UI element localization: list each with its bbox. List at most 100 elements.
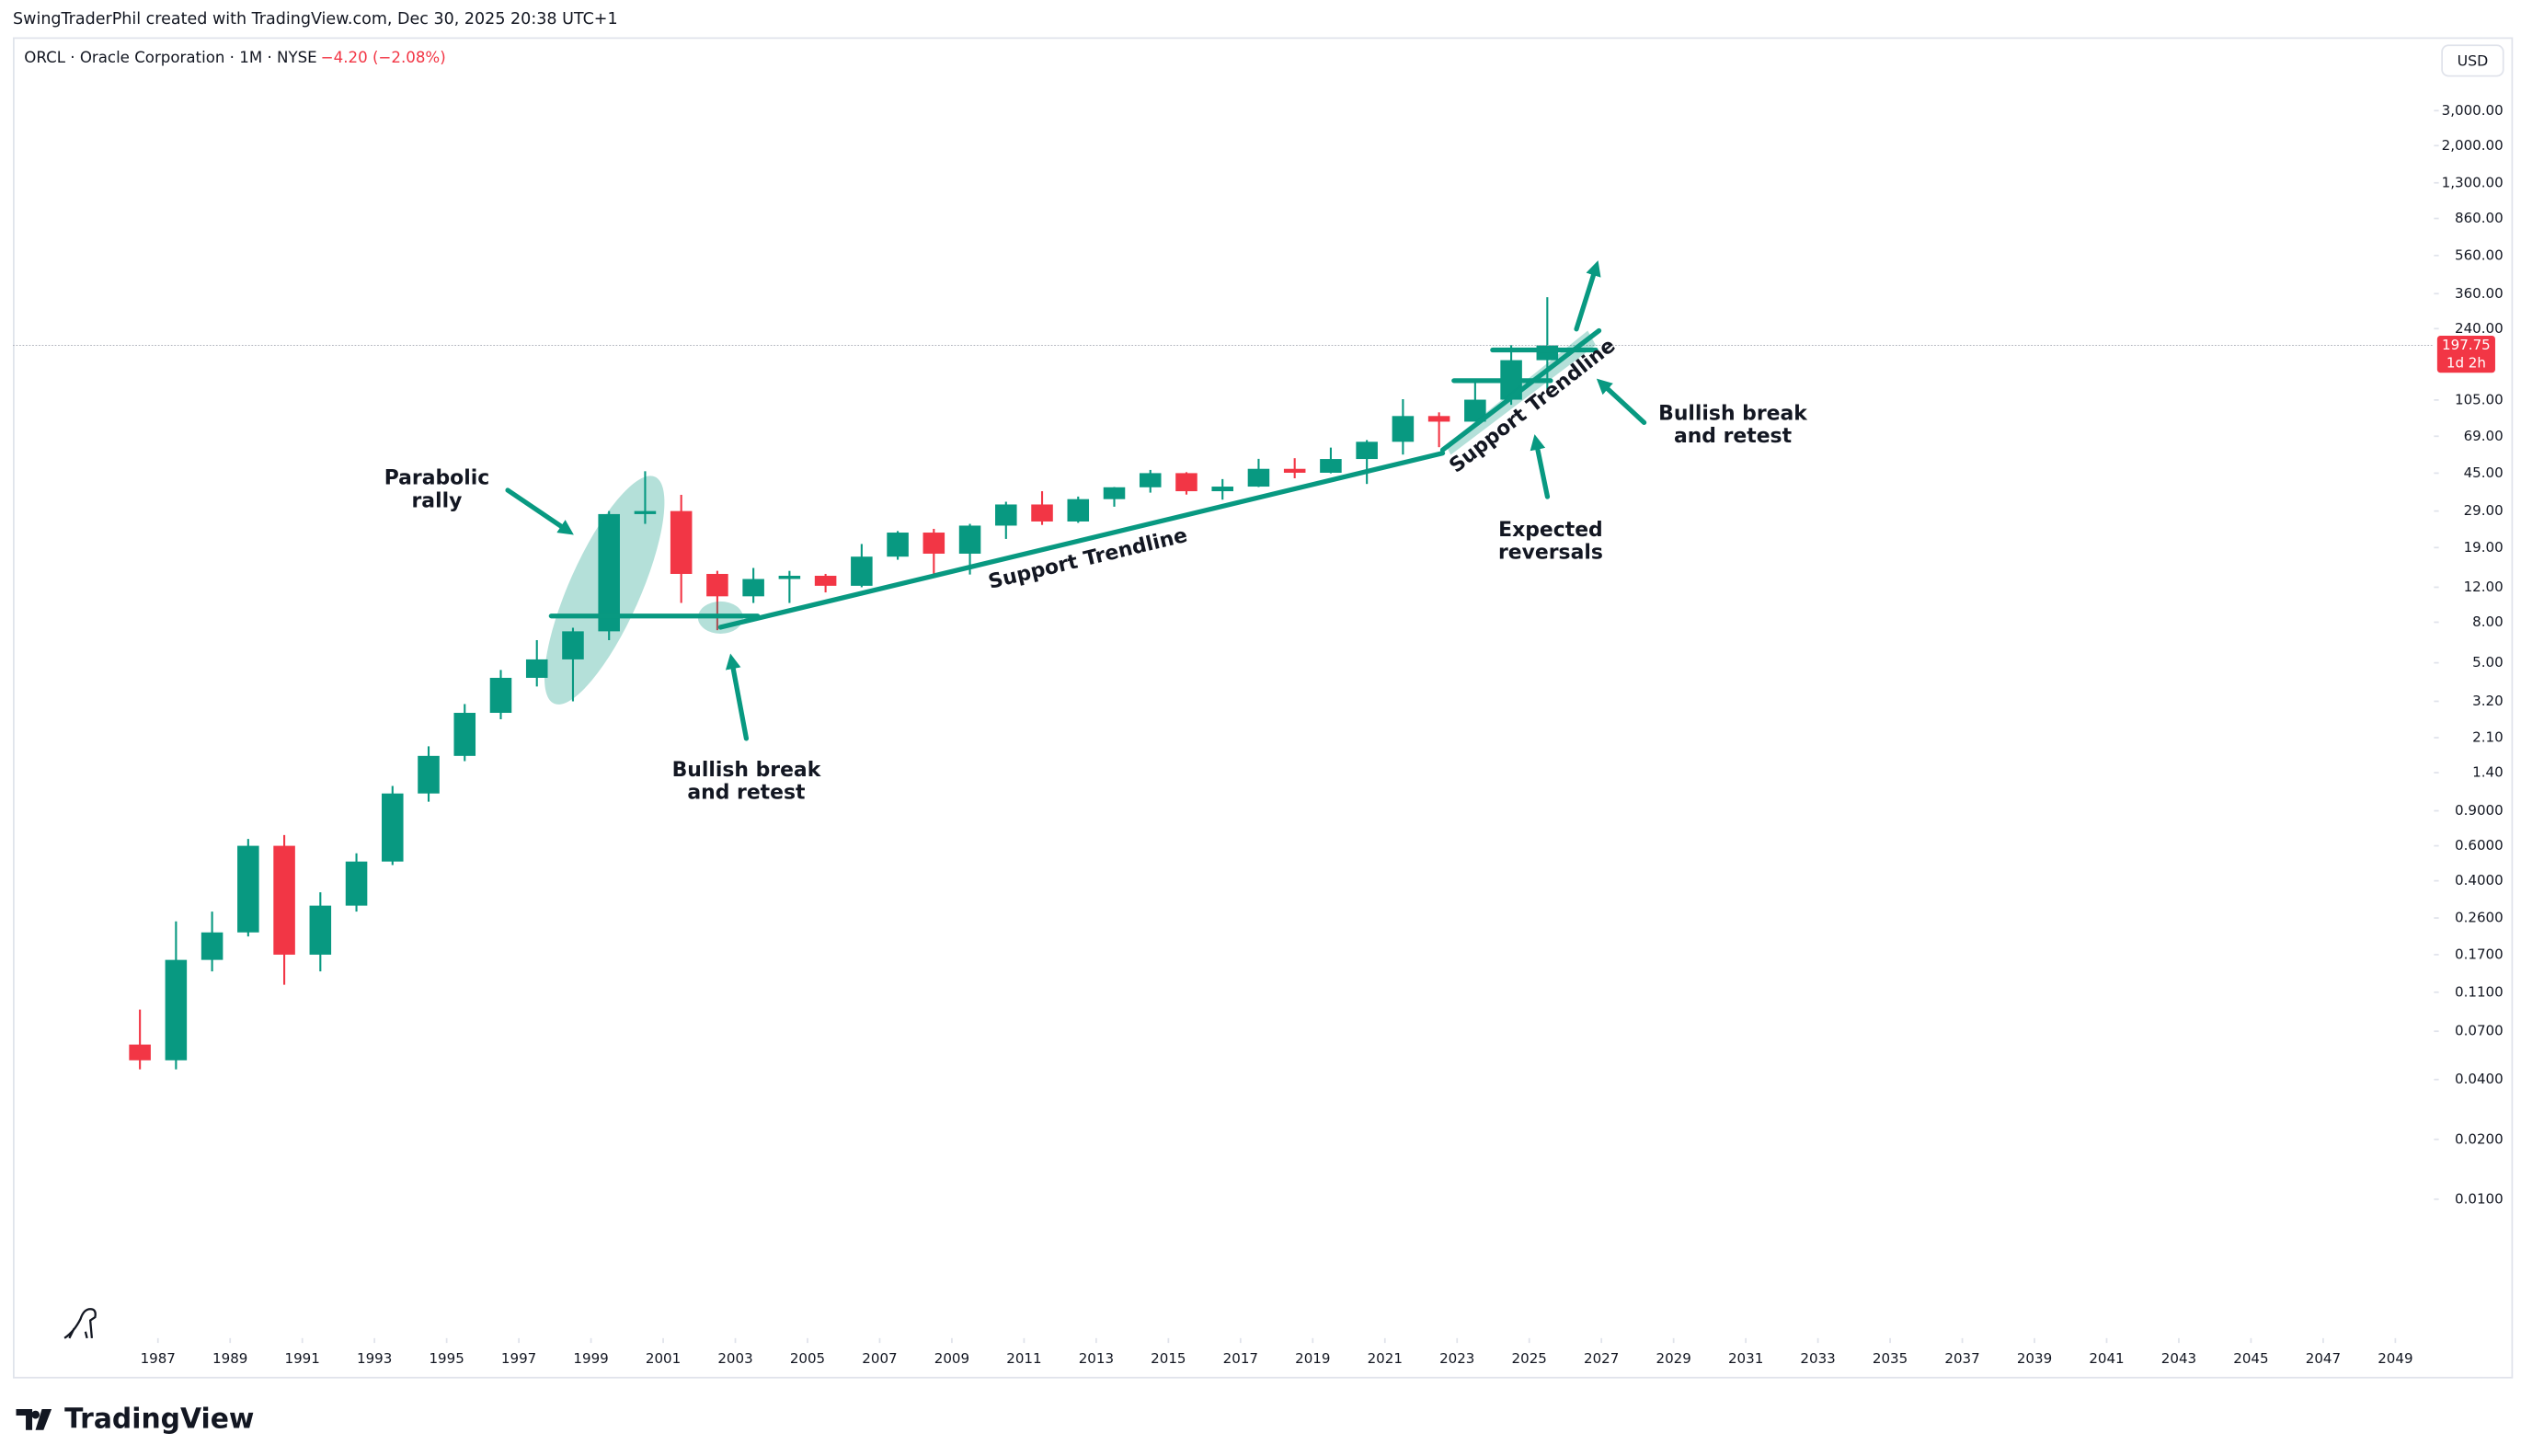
x-tick-label: 2011 xyxy=(1006,1350,1041,1367)
x-tick-label: 2027 xyxy=(1584,1350,1619,1367)
candle-body xyxy=(742,579,764,597)
candle-body xyxy=(1427,416,1450,422)
candle-body xyxy=(1175,473,1197,492)
y-tick-label: 1,300.00 xyxy=(2442,174,2504,190)
y-tick-label: 3.20 xyxy=(2472,693,2504,709)
dino-icon[interactable] xyxy=(63,1308,97,1339)
annotation: Bullish break xyxy=(1658,403,1807,426)
y-tick-label: 8.00 xyxy=(2472,613,2504,630)
y-tick-label: 0.0400 xyxy=(2455,1071,2504,1087)
candle-body xyxy=(273,845,295,955)
x-tick-label: 2015 xyxy=(1151,1350,1186,1367)
y-tick-label: 240.00 xyxy=(2455,320,2504,337)
x-tick-label: 2007 xyxy=(862,1350,897,1367)
x-tick-label: 2035 xyxy=(1873,1350,1908,1367)
x-tick-label: 2025 xyxy=(1512,1350,1547,1367)
candle-body xyxy=(778,576,801,579)
candle-body xyxy=(1464,399,1486,422)
currency[interactable]: USD xyxy=(2458,52,2489,69)
annotation: Expected xyxy=(1498,519,1603,542)
candle-body xyxy=(345,861,368,906)
arrow xyxy=(1596,378,1647,426)
candle-body xyxy=(1211,487,1233,492)
y-tick-label: 5.00 xyxy=(2472,654,2504,671)
candle-body xyxy=(129,1044,151,1060)
candle-body xyxy=(201,932,223,960)
y-tick-label: 0.0100 xyxy=(2455,1190,2504,1207)
annotation: and retest xyxy=(687,781,805,804)
candle-body xyxy=(1103,487,1126,499)
candle-body xyxy=(562,631,584,659)
annotation: reversals xyxy=(1498,541,1603,564)
frame xyxy=(13,37,2514,1379)
countdown: 1d 2h xyxy=(2447,354,2486,371)
y-tick-label: 0.1100 xyxy=(2455,983,2504,1000)
x-tick-label: 2039 xyxy=(2017,1350,2052,1367)
candle-body xyxy=(489,677,512,714)
y-tick-label: 2.10 xyxy=(2472,729,2504,746)
logo-icon xyxy=(16,1408,52,1430)
candle-body xyxy=(382,793,404,862)
y-tick-label: 3,000.00 xyxy=(2442,102,2504,119)
y-tick-label: 29.00 xyxy=(2464,502,2504,519)
x-tick-label: 1999 xyxy=(573,1350,608,1367)
x-tick-label: 2021 xyxy=(1368,1350,1403,1367)
arrow xyxy=(725,653,750,741)
x-tick-label: 1991 xyxy=(285,1350,320,1367)
trendline xyxy=(717,451,1446,630)
candle-body xyxy=(995,504,1017,526)
y-tick-label: 2,000.00 xyxy=(2442,137,2504,154)
candle-body xyxy=(958,525,981,554)
x-tick-label: 2047 xyxy=(2306,1350,2341,1367)
last-price: 197.75 xyxy=(2442,337,2491,353)
candle-body xyxy=(1320,459,1342,473)
currency-button[interactable] xyxy=(2441,44,2504,77)
candle-body xyxy=(851,556,873,586)
annotation: Bullish break xyxy=(672,759,821,782)
annotation: rally xyxy=(412,489,463,512)
change: −4.20 (−2.08%) xyxy=(321,49,446,66)
y-tick-label: 0.4000 xyxy=(2455,872,2504,889)
arrow xyxy=(1530,434,1551,499)
candle-body xyxy=(237,845,259,933)
candle-body xyxy=(1067,499,1090,522)
y-tick-label: 0.6000 xyxy=(2455,837,2504,854)
x-tick-label: 2041 xyxy=(2089,1350,2124,1367)
x-tick-label: 1997 xyxy=(501,1350,536,1367)
y-tick-label: 0.2600 xyxy=(2455,910,2504,926)
y-tick-label: 0.1700 xyxy=(2455,946,2504,962)
candle-body xyxy=(1031,504,1053,522)
x-tick-label: 1987 xyxy=(141,1350,176,1367)
header: SwingTraderPhil created with TradingView… xyxy=(13,10,618,29)
x-tick-label: 2031 xyxy=(1728,1350,1763,1367)
x-tick-label: 2009 xyxy=(934,1350,969,1367)
x-tick-label: 2033 xyxy=(1800,1350,1835,1367)
y-tick-label: 0.0200 xyxy=(2455,1130,2504,1147)
y-tick-label: 1.40 xyxy=(2472,764,2504,781)
y-tick-label: 360.00 xyxy=(2455,285,2504,302)
x-tick-label: 2013 xyxy=(1079,1350,1114,1367)
y-tick-label: 69.00 xyxy=(2464,428,2504,444)
y-tick-label: 19.00 xyxy=(2464,539,2504,556)
candle-body xyxy=(706,573,728,597)
candle-body xyxy=(670,510,693,574)
candle-body xyxy=(1139,473,1162,487)
x-tick-label: 1995 xyxy=(429,1350,464,1367)
plot: 3,000.00 2,000.00 1,300.00 860.00 560.00 360.… xyxy=(13,102,2504,1367)
last-price-box xyxy=(2436,335,2495,373)
annotation: and retest xyxy=(1674,425,1792,448)
y-tick-label: 0.0700 xyxy=(2455,1023,2504,1039)
highlight xyxy=(544,476,665,705)
candle-body xyxy=(165,959,188,1060)
candle-body xyxy=(453,713,476,756)
x-tick-label: 2037 xyxy=(1944,1350,1979,1367)
candle-body xyxy=(1247,468,1270,487)
x-tick-label: 2005 xyxy=(790,1350,825,1367)
y-tick-label: 0.9000 xyxy=(2455,802,2504,819)
x-tick-label: 2049 xyxy=(2378,1350,2412,1367)
y-tick-label: 12.00 xyxy=(2464,579,2504,595)
x-tick-label: 2029 xyxy=(1656,1350,1690,1367)
symbol: ORCL · Oracle Corporation · 1M · NYSE xyxy=(24,49,316,66)
drawings: Parabolic rally Bullish break and retest… xyxy=(384,260,1807,804)
candle-body xyxy=(1356,441,1378,460)
